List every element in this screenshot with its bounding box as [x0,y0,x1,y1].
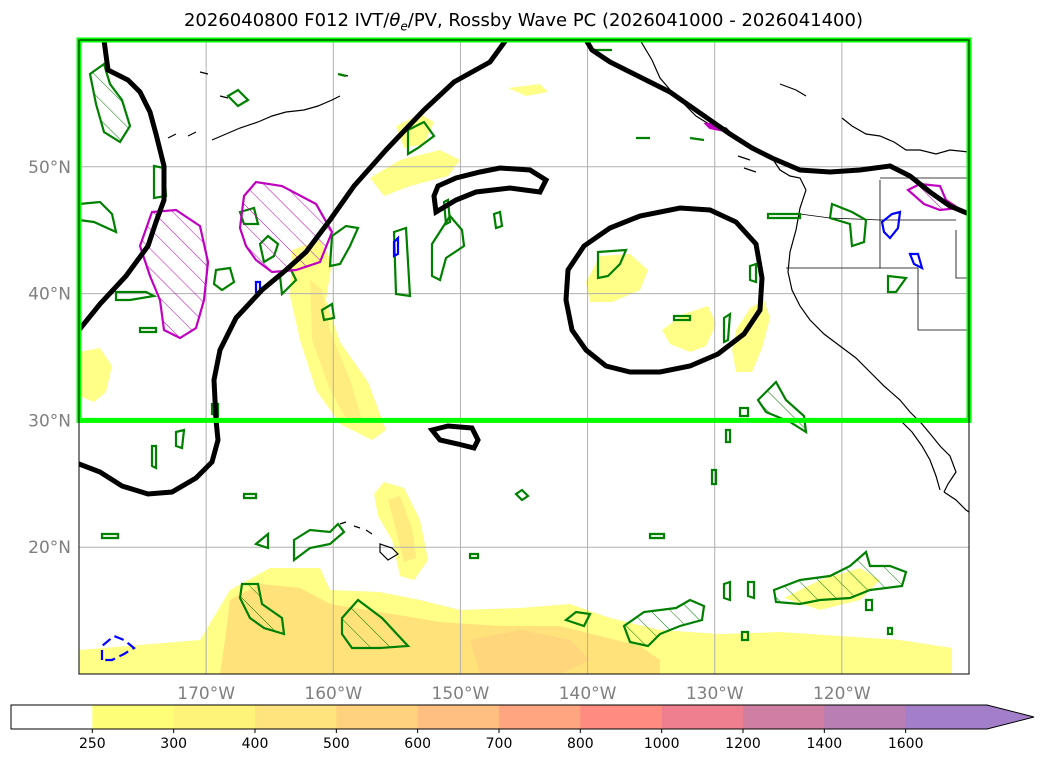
coastlines [167,40,969,561]
colorbar-label: 400 [242,736,269,752]
colorbar-segment [255,705,337,729]
colorbar-label: 600 [404,736,431,752]
colorbar-label: 1400 [807,736,843,752]
colorbar-label: 300 [160,736,187,752]
x-tick-label: 170°W [177,684,235,704]
colorbar-segment [417,705,500,729]
colorbar-segment [661,705,744,729]
colorbar-segment [11,705,93,729]
rossby-pc-contours [79,40,969,497]
colorbar-segment [173,705,256,729]
x-tick-label: 120°W [813,684,871,704]
colorbar-outline [10,704,1035,730]
state-borders [786,177,969,331]
ivt-shading [79,84,952,674]
colorbar-segment [743,705,825,729]
colorbar: 250 300 400 500 600 700 800 1000 1200 1400 1600 [10,704,1035,752]
y-axis-ticks: 20°N 30°N 40°N 50°N [28,158,71,558]
colorbar-label: 1600 [888,736,924,752]
map-frame [78,39,970,675]
x-tick-label: 140°W [559,684,617,704]
colorbar-segment [92,705,175,729]
x-tick-label: 130°W [686,684,744,704]
colorbar-label: 800 [567,736,594,752]
y-tick-label: 30°N [28,411,71,431]
chart-title: 2026040800 F012 IVT/θe/PV, Rossby Wave P… [183,10,863,34]
colorbar-segment [336,705,419,729]
colorbar-label: 1000 [644,736,680,752]
x-tick-label: 150°W [432,684,490,704]
colorbar-segment [824,705,907,729]
y-tick-label: 40°N [28,285,71,305]
colorbar-label: 1200 [725,736,761,752]
y-tick-label: 20°N [28,538,71,558]
colorbar-extend-arrow [905,705,1034,729]
x-tick-label: 160°W [304,684,362,704]
colorbar-label: 500 [323,736,350,752]
colorbar-label: 700 [486,736,513,752]
x-axis-ticks: 170°W 160°W 150°W 140°W 130°W 120°W [177,684,871,704]
colorbar-segment [580,705,663,729]
y-tick-label: 50°N [28,158,71,178]
colorbar-label: 250 [79,736,106,752]
theta-e-contours [79,48,908,650]
colorbar-segment [499,705,581,729]
map-background [79,40,969,674]
